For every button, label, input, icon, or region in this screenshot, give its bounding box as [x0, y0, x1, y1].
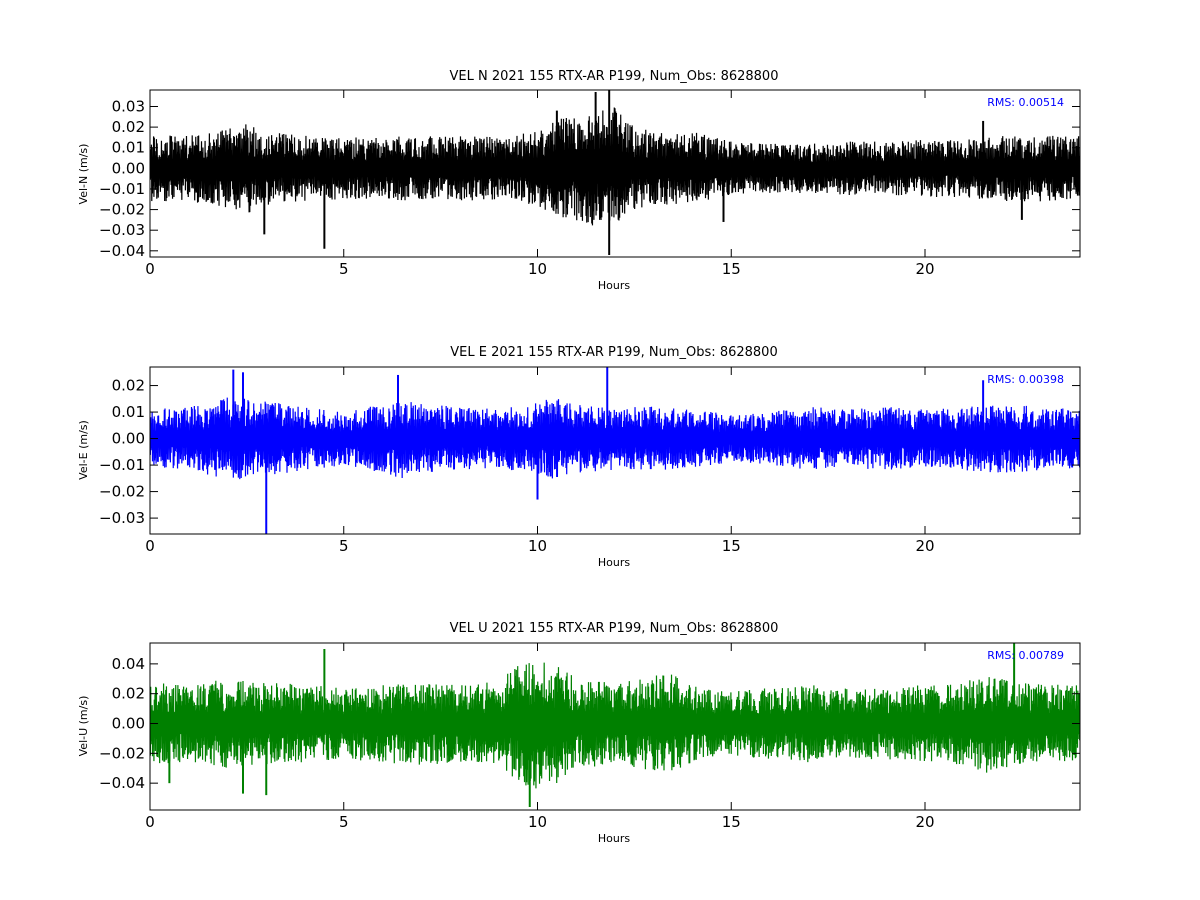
x-tick-label: 0: [145, 260, 155, 278]
plot-area: 0 5 10 15 20 0.04 0.02 0.00 −0.02 −0.04: [99, 642, 1081, 831]
x-axis-label: Hours: [598, 832, 630, 845]
chart-title: VEL N 2021 155 RTX-AR P199, Num_Obs: 862…: [450, 69, 779, 84]
x-tick-label: 5: [339, 537, 349, 555]
plot-area: 0 5 10 15 20 0.02 0.01 0.00 −0.01 −0.02 −0.03: [99, 366, 1081, 555]
y-axis-label: Vel-N (m/s): [77, 144, 90, 205]
x-tick-label: 10: [528, 813, 547, 831]
y-tick-label: 0.03: [112, 97, 145, 115]
y-tick-label: −0.02: [99, 483, 145, 501]
x-tick-label: 20: [915, 260, 934, 278]
x-tick-label: 15: [722, 813, 741, 831]
rms-annotation: RMS: 0.00514: [987, 96, 1064, 109]
y-tick-label: 0.02: [112, 118, 145, 136]
y-tick-label: 0.01: [112, 403, 145, 421]
axes-frame: [149, 642, 1081, 811]
y-axis-label: Vel-E (m/s): [77, 420, 90, 480]
x-tick-label: 15: [722, 537, 741, 555]
series-line: [150, 662, 1080, 789]
x-tick-label: 20: [915, 537, 934, 555]
y-tick-label: 0.04: [112, 655, 145, 673]
panel-vel-u: VEL U 2021 155 RTX-AR P199, Num_Obs: 862…: [77, 621, 1081, 845]
x-axis-label: Hours: [598, 279, 630, 292]
series-line: [150, 397, 1080, 480]
y-tick-label: 0.00: [112, 715, 145, 733]
y-tick-label: 0.02: [112, 377, 145, 395]
y-tick-label: −0.02: [99, 744, 145, 762]
x-tick-label: 5: [339, 813, 349, 831]
y-tick-label: 0.00: [112, 430, 145, 448]
chart-title: VEL U 2021 155 RTX-AR P199, Num_Obs: 862…: [450, 621, 779, 636]
y-tick-label: −0.03: [99, 221, 145, 239]
y-tick-label: −0.03: [99, 509, 145, 527]
x-tick-label: 10: [528, 260, 547, 278]
y-tick-label: −0.04: [99, 242, 145, 260]
rms-annotation: RMS: 0.00789: [987, 649, 1064, 662]
plot-area: 0 5 10 15 20 0.03 0.02 0.01 0.00 −0.01 −0.02 −0.03 −…: [99, 89, 1081, 278]
series-line: [150, 107, 1080, 226]
y-tick-label: −0.01: [99, 456, 145, 474]
axes-frame: [149, 366, 1081, 535]
rms-annotation: RMS: 0.00398: [987, 373, 1064, 386]
y-axis-label: Vel-U (m/s): [77, 696, 90, 757]
panel-vel-e: VEL E 2021 155 RTX-AR P199, Num_Obs: 862…: [77, 345, 1081, 569]
x-tick-label: 10: [528, 537, 547, 555]
x-tick-label: 15: [722, 260, 741, 278]
x-tick-label: 0: [145, 813, 155, 831]
y-tick-label: −0.01: [99, 180, 145, 198]
y-tick-label: −0.02: [99, 201, 145, 219]
x-axis-label: Hours: [598, 556, 630, 569]
x-tick-label: 20: [915, 813, 934, 831]
y-tick-label: 0.01: [112, 139, 145, 157]
panel-vel-n: VEL N 2021 155 RTX-AR P199, Num_Obs: 862…: [77, 69, 1081, 292]
y-tick-label: 0.02: [112, 685, 145, 703]
x-tick-label: 0: [145, 537, 155, 555]
y-tick-label: −0.04: [99, 774, 145, 792]
x-tick-label: 5: [339, 260, 349, 278]
y-tick-label: 0.00: [112, 159, 145, 177]
chart-title: VEL E 2021 155 RTX-AR P199, Num_Obs: 862…: [450, 345, 777, 360]
axes-frame: [149, 89, 1081, 258]
